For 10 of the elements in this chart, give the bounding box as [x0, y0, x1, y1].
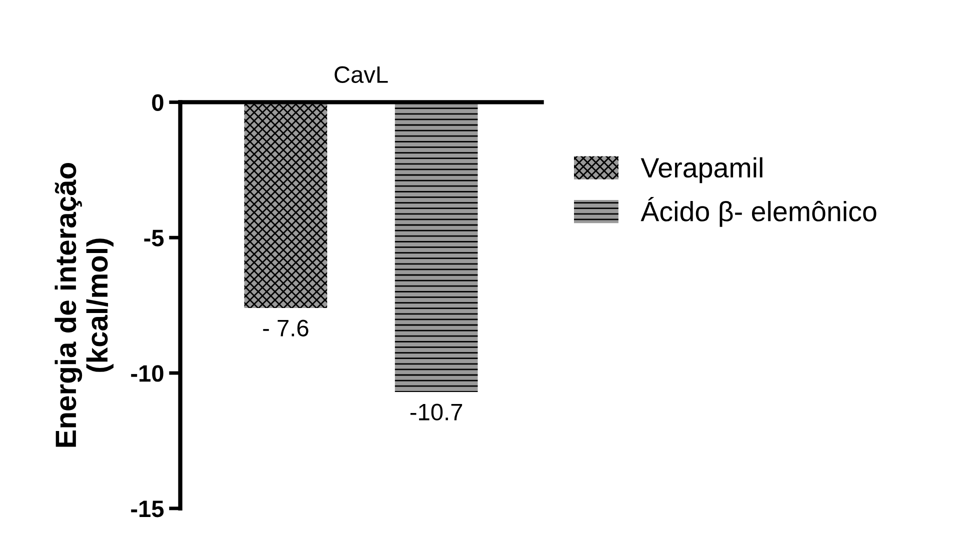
chart-title: CavL [334, 66, 388, 84]
y-tick-label: -15 [131, 500, 164, 518]
data-label: -10.7 [410, 404, 462, 420]
data-label: - 7.6 [263, 320, 308, 336]
y-tick-label: -5 [144, 230, 164, 246]
legend-label: Ácido β- elemônico [640, 197, 876, 227]
y-tick-label: -10 [131, 365, 164, 382]
y-axis-title: Energia de interação (kcal/mol) [54, 162, 114, 447]
y-tick-label: 0 [152, 94, 164, 112]
legend-label: Verapamil [640, 157, 762, 184]
